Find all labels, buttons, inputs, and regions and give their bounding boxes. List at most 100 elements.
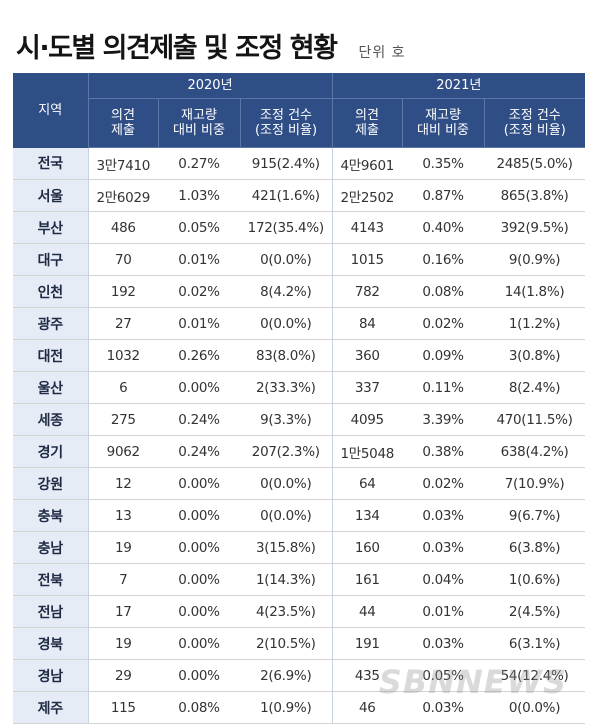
table-row: 전남 17 0.00% 4(23.5%) 44 0.01% 2(4.5%) bbox=[13, 595, 586, 628]
y21-adjust-cell: 6(3.1%) bbox=[484, 627, 586, 660]
region-cell: 경남 bbox=[13, 659, 89, 692]
y20-submit-cell: 115 bbox=[88, 691, 158, 724]
region-cell: 전북 bbox=[13, 563, 89, 596]
table-row: 강원 12 0.00% 0(0.0%) 64 0.02% 7(10.9%) bbox=[13, 467, 586, 500]
y21-submit-cell: 2만2502 bbox=[332, 179, 403, 212]
header-ratio-2020: 재고량 대비 비중 bbox=[158, 98, 241, 148]
table-row: 경기 9062 0.24% 207(2.3%) 1만5048 0.38% 638(4.2%) bbox=[13, 435, 586, 468]
y21-adjust-cell: 8(2.4%) bbox=[484, 371, 586, 404]
y20-submit-cell: 17 bbox=[88, 595, 158, 628]
y20-ratio-cell: 0.00% bbox=[158, 627, 240, 660]
y20-submit-cell: 1032 bbox=[88, 339, 158, 372]
y21-ratio-cell: 0.03% bbox=[402, 627, 485, 660]
y21-adjust-cell: 865(3.8%) bbox=[484, 179, 586, 212]
y21-ratio-cell: 0.09% bbox=[402, 339, 485, 372]
region-cell: 전국 bbox=[13, 147, 89, 180]
region-cell: 충남 bbox=[13, 531, 89, 564]
region-cell: 서울 bbox=[13, 179, 89, 212]
table-row: 대전 1032 0.26% 83(8.0%) 360 0.09% 3(0.8%) bbox=[13, 339, 586, 372]
y20-submit-cell: 486 bbox=[88, 211, 158, 244]
y20-submit-cell: 13 bbox=[88, 499, 158, 532]
y20-ratio-cell: 0.27% bbox=[158, 147, 240, 180]
y20-adjust-cell: 3(15.8%) bbox=[240, 531, 333, 564]
y20-submit-cell: 19 bbox=[88, 627, 158, 660]
y21-submit-cell: 64 bbox=[332, 467, 403, 500]
y21-ratio-cell: 0.87% bbox=[402, 179, 485, 212]
page-title: 시·도별 의견제출 및 조정 현황 bbox=[16, 33, 338, 64]
table-row: 대구 70 0.01% 0(0.0%) 1015 0.16% 9(0.9%) bbox=[13, 243, 586, 276]
y20-adjust-cell: 8(4.2%) bbox=[240, 275, 333, 308]
y20-submit-cell: 275 bbox=[88, 403, 158, 436]
y20-adjust-cell: 83(8.0%) bbox=[240, 339, 333, 372]
region-cell: 인천 bbox=[13, 275, 89, 308]
y20-adjust-cell: 1(14.3%) bbox=[240, 563, 333, 596]
y21-ratio-cell: 0.05% bbox=[402, 659, 485, 692]
header-submit-2020: 의견 제출 bbox=[88, 98, 159, 148]
y20-ratio-cell: 0.00% bbox=[158, 371, 240, 404]
y21-adjust-cell: 54(12.4%) bbox=[484, 659, 586, 692]
y20-ratio-cell: 0.24% bbox=[158, 403, 240, 436]
y20-submit-cell: 19 bbox=[88, 531, 158, 564]
region-cell: 제주 bbox=[13, 691, 89, 724]
y20-adjust-cell: 172(35.4%) bbox=[240, 211, 333, 244]
y21-ratio-cell: 0.02% bbox=[402, 467, 485, 500]
y21-submit-cell: 1만5048 bbox=[332, 435, 403, 468]
y21-submit-cell: 4만9601 bbox=[332, 147, 403, 180]
y20-adjust-cell: 2(10.5%) bbox=[240, 627, 333, 660]
y21-ratio-cell: 0.35% bbox=[402, 147, 485, 180]
y20-ratio-cell: 0.00% bbox=[158, 531, 240, 564]
table-row: 인천 192 0.02% 8(4.2%) 782 0.08% 14(1.8%) bbox=[13, 275, 586, 308]
table-row: 세종 275 0.24% 9(3.3%) 4095 3.39% 470(11.5%) bbox=[13, 403, 586, 436]
region-cell: 울산 bbox=[13, 371, 89, 404]
y21-adjust-cell: 9(6.7%) bbox=[484, 499, 586, 532]
y20-adjust-cell: 0(0.0%) bbox=[240, 467, 333, 500]
y21-ratio-cell: 0.40% bbox=[402, 211, 485, 244]
region-cell: 강원 bbox=[13, 467, 89, 500]
y21-ratio-cell: 3.39% bbox=[402, 403, 485, 436]
watermark-logo: SBNNEWS bbox=[378, 663, 567, 701]
y20-adjust-cell: 0(0.0%) bbox=[240, 243, 333, 276]
y20-adjust-cell: 0(0.0%) bbox=[240, 499, 333, 532]
y21-submit-cell: 191 bbox=[332, 627, 403, 660]
header-year-2021: 2021년 bbox=[332, 73, 586, 99]
region-cell: 대전 bbox=[13, 339, 89, 372]
y20-submit-cell: 6 bbox=[88, 371, 158, 404]
y21-ratio-cell: 0.11% bbox=[402, 371, 485, 404]
header-adjust-2020: 조정 건수 (조정 비율) bbox=[240, 98, 333, 148]
table-row: 전국 3만7410 0.27% 915(2.4%) 4만9601 0.35% 2485(5.… bbox=[13, 147, 586, 180]
y20-adjust-cell: 421(1.6%) bbox=[240, 179, 333, 212]
y21-adjust-cell: 1(1.2%) bbox=[484, 307, 586, 340]
y20-ratio-cell: 1.03% bbox=[158, 179, 240, 212]
y20-submit-cell: 192 bbox=[88, 275, 158, 308]
y21-ratio-cell: 0.01% bbox=[402, 595, 485, 628]
table-row: 경북 19 0.00% 2(10.5%) 191 0.03% 6(3.1%) bbox=[13, 627, 586, 660]
y20-ratio-cell: 0.00% bbox=[158, 499, 240, 532]
y21-ratio-cell: 0.02% bbox=[402, 307, 485, 340]
y20-submit-cell: 27 bbox=[88, 307, 158, 340]
header-year-2020: 2020년 bbox=[88, 73, 333, 99]
y21-adjust-cell: 2485(5.0%) bbox=[484, 147, 586, 180]
table-row: 울산 6 0.00% 2(33.3%) 337 0.11% 8(2.4%) bbox=[13, 371, 586, 404]
y20-ratio-cell: 0.02% bbox=[158, 275, 240, 308]
y20-adjust-cell: 4(23.5%) bbox=[240, 595, 333, 628]
y20-ratio-cell: 0.05% bbox=[158, 211, 240, 244]
region-cell: 광주 bbox=[13, 307, 89, 340]
y21-submit-cell: 337 bbox=[332, 371, 403, 404]
y21-adjust-cell: 1(0.6%) bbox=[484, 563, 586, 596]
y20-adjust-cell: 207(2.3%) bbox=[240, 435, 333, 468]
region-cell: 경기 bbox=[13, 435, 89, 468]
y21-submit-cell: 782 bbox=[332, 275, 403, 308]
y20-adjust-cell: 915(2.4%) bbox=[240, 147, 333, 180]
y20-submit-cell: 29 bbox=[88, 659, 158, 692]
table-body: 전국 3만7410 0.27% 915(2.4%) 4만9601 0.35% 2485(5.… bbox=[13, 147, 586, 724]
y20-submit-cell: 9062 bbox=[88, 435, 158, 468]
header-adjust-2021: 조정 건수 (조정 비율) bbox=[484, 98, 586, 148]
y21-adjust-cell: 2(4.5%) bbox=[484, 595, 586, 628]
region-cell: 충북 bbox=[13, 499, 89, 532]
header-submit-2021: 의견 제출 bbox=[332, 98, 403, 148]
y21-adjust-cell: 638(4.2%) bbox=[484, 435, 586, 468]
y21-adjust-cell: 392(9.5%) bbox=[484, 211, 586, 244]
y21-submit-cell: 1015 bbox=[332, 243, 403, 276]
region-cell: 경북 bbox=[13, 627, 89, 660]
y21-ratio-cell: 0.03% bbox=[402, 531, 485, 564]
